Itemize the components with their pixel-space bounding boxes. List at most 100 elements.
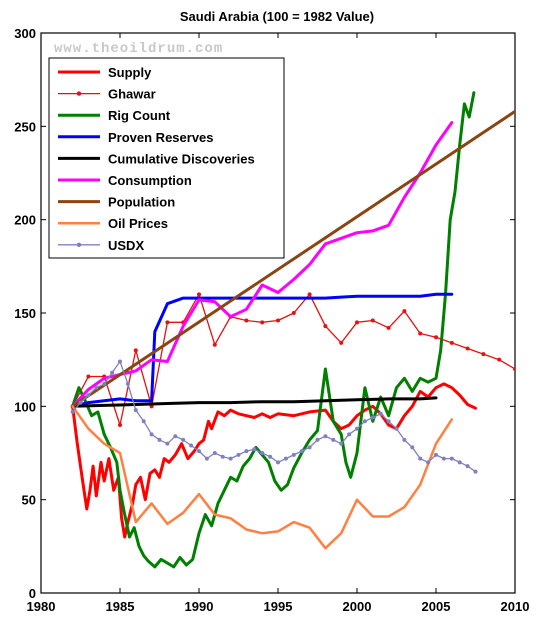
- data-point-usdx: [299, 449, 304, 454]
- data-point-ghawar: [355, 320, 359, 325]
- legend-entry-rig-count: Rig Count: [58, 108, 171, 123]
- legend-label: Proven Reserves: [108, 130, 214, 145]
- series-line-oil-prices: [71, 405, 454, 550]
- data-point-usdx: [157, 437, 162, 442]
- data-point-ghawar: [339, 340, 344, 345]
- data-point-usdx: [276, 460, 280, 465]
- data-point-usdx: [125, 381, 130, 386]
- data-point-usdx: [118, 359, 122, 364]
- data-point-usdx: [378, 411, 383, 416]
- data-point-usdx: [370, 415, 375, 420]
- data-point-ghawar: [197, 292, 201, 297]
- data-point-usdx: [133, 408, 138, 413]
- data-point-usdx: [402, 437, 407, 442]
- x-tick-label: 1995: [264, 599, 293, 614]
- legend-entry-supply: Supply: [58, 65, 152, 80]
- data-point-ghawar: [165, 320, 170, 325]
- legend-label: Supply: [108, 65, 152, 80]
- y-tick-label: 200: [14, 213, 36, 228]
- x-tick-label: 1985: [106, 599, 135, 614]
- data-point-usdx: [355, 426, 359, 431]
- legend-label: Rig Count: [108, 108, 171, 123]
- y-tick-label: 300: [14, 26, 36, 41]
- series-line-supply: [71, 382, 477, 539]
- data-point-usdx: [102, 381, 107, 386]
- data-point-usdx: [434, 452, 438, 457]
- data-point-usdx: [220, 454, 225, 459]
- data-point-usdx: [70, 409, 75, 414]
- data-point-usdx: [362, 419, 367, 424]
- x-tick-label: 1990: [185, 599, 214, 614]
- data-point-usdx: [465, 464, 470, 469]
- data-point-usdx: [426, 460, 431, 465]
- legend-label: Ghawar: [108, 87, 156, 102]
- legend-label: Consumption: [108, 173, 192, 188]
- data-point-usdx: [189, 443, 194, 448]
- watermark: www.theoildrum.com: [54, 41, 223, 57]
- data-point-usdx: [78, 400, 83, 405]
- series-line-usdx: [71, 360, 477, 473]
- legend: Supply Ghawar Rig Count Proven Reserves Cumu…: [48, 57, 285, 259]
- x-tick-label: 1980: [27, 599, 56, 614]
- data-point-usdx: [441, 456, 446, 461]
- data-point-usdx: [260, 451, 265, 455]
- data-point-usdx: [212, 451, 217, 455]
- data-point-usdx: [291, 452, 296, 457]
- legend-label: Population: [108, 195, 175, 210]
- data-point-usdx: [252, 447, 257, 452]
- data-point-usdx: [197, 449, 201, 454]
- data-point-usdx: [181, 437, 186, 442]
- data-point-ghawar: [434, 335, 438, 340]
- legend-entry-usdx: USDX: [58, 238, 144, 253]
- data-point-usdx: [307, 445, 312, 450]
- data-point-usdx: [173, 434, 178, 439]
- data-point-ghawar: [465, 346, 470, 351]
- data-point-usdx: [323, 434, 328, 439]
- data-point-ghawar: [291, 311, 296, 315]
- data-point-ghawar: [402, 309, 407, 314]
- legend-entry-cumulative-discoveries: Cumulative Discoveries: [58, 151, 255, 166]
- data-point-ghawar: [307, 292, 312, 297]
- legend-label: USDX: [108, 238, 144, 253]
- data-point-usdx: [268, 454, 273, 459]
- y-tick-label: 150: [14, 306, 36, 321]
- x-tick-label: 2000: [343, 599, 372, 614]
- data-point-ghawar: [449, 340, 454, 345]
- legend-entry-oil-prices: Oil Prices: [58, 216, 168, 231]
- data-point-ghawar: [133, 348, 138, 353]
- data-point-usdx: [110, 370, 115, 375]
- data-point-usdx: [347, 432, 352, 437]
- data-point-usdx: [94, 385, 99, 390]
- data-point-ghawar: [370, 318, 375, 323]
- data-point-ghawar: [260, 320, 265, 325]
- data-point-ghawar: [323, 324, 328, 329]
- data-point-usdx: [331, 437, 336, 442]
- data-point-ghawar: [386, 325, 391, 330]
- x-tick-label: 2005: [422, 599, 451, 614]
- data-point-usdx: [165, 441, 170, 446]
- legend-entry-proven-reserves: Proven Reserves: [58, 130, 214, 145]
- data-point-usdx: [283, 456, 288, 461]
- data-point-usdx: [141, 419, 146, 424]
- data-point-usdx: [244, 449, 249, 454]
- y-tick-label: 0: [29, 586, 36, 601]
- legend-marker: [76, 91, 82, 96]
- legend-entry-ghawar: Ghawar: [58, 87, 156, 102]
- data-point-usdx: [149, 432, 154, 437]
- data-point-usdx: [410, 445, 415, 450]
- x-tick-label: 2010: [501, 599, 530, 614]
- series-line-population: [71, 109, 515, 408]
- data-point-usdx: [204, 456, 209, 461]
- data-point-usdx: [449, 456, 454, 461]
- data-point-ghawar: [513, 367, 515, 371]
- data-point-usdx: [473, 469, 478, 474]
- data-point-usdx: [386, 419, 391, 424]
- legend-label: Cumulative Discoveries: [108, 151, 255, 166]
- y-tick-label: 50: [22, 493, 36, 508]
- data-point-ghawar: [118, 423, 122, 427]
- data-point-usdx: [315, 437, 320, 442]
- legend-entry-population: Population: [58, 195, 175, 210]
- data-point-usdx: [394, 426, 399, 431]
- legend-label: Oil Prices: [108, 216, 168, 231]
